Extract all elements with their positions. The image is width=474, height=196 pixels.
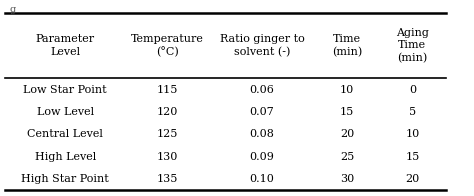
Text: 130: 130 bbox=[156, 152, 178, 162]
Text: 25: 25 bbox=[340, 152, 355, 162]
Text: g: g bbox=[9, 5, 16, 14]
Text: 0.09: 0.09 bbox=[249, 152, 274, 162]
Text: 0.08: 0.08 bbox=[249, 129, 274, 139]
Text: Temperature
(°C): Temperature (°C) bbox=[131, 34, 203, 57]
Text: Parameter
Level: Parameter Level bbox=[36, 34, 95, 57]
Text: Ratio ginger to
solvent (-): Ratio ginger to solvent (-) bbox=[219, 34, 304, 57]
Text: Time
(min): Time (min) bbox=[332, 34, 362, 57]
Text: Aging
Time
(min): Aging Time (min) bbox=[396, 28, 429, 63]
Text: 20: 20 bbox=[405, 174, 419, 184]
Text: Central Level: Central Level bbox=[27, 129, 103, 139]
Text: High Level: High Level bbox=[35, 152, 96, 162]
Text: 10: 10 bbox=[340, 84, 355, 95]
Text: 125: 125 bbox=[156, 129, 178, 139]
Text: 30: 30 bbox=[340, 174, 355, 184]
Text: 0.10: 0.10 bbox=[249, 174, 274, 184]
Text: Low Level: Low Level bbox=[36, 107, 94, 117]
Text: 0.06: 0.06 bbox=[249, 84, 274, 95]
Text: 120: 120 bbox=[156, 107, 178, 117]
Text: 135: 135 bbox=[156, 174, 178, 184]
Text: 0: 0 bbox=[409, 84, 416, 95]
Text: High Star Point: High Star Point bbox=[21, 174, 109, 184]
Text: 0.07: 0.07 bbox=[249, 107, 274, 117]
Text: 15: 15 bbox=[340, 107, 355, 117]
Text: 15: 15 bbox=[405, 152, 419, 162]
Text: 5: 5 bbox=[409, 107, 416, 117]
Text: 20: 20 bbox=[340, 129, 355, 139]
Text: 115: 115 bbox=[156, 84, 178, 95]
Text: 10: 10 bbox=[405, 129, 419, 139]
Text: Low Star Point: Low Star Point bbox=[23, 84, 107, 95]
